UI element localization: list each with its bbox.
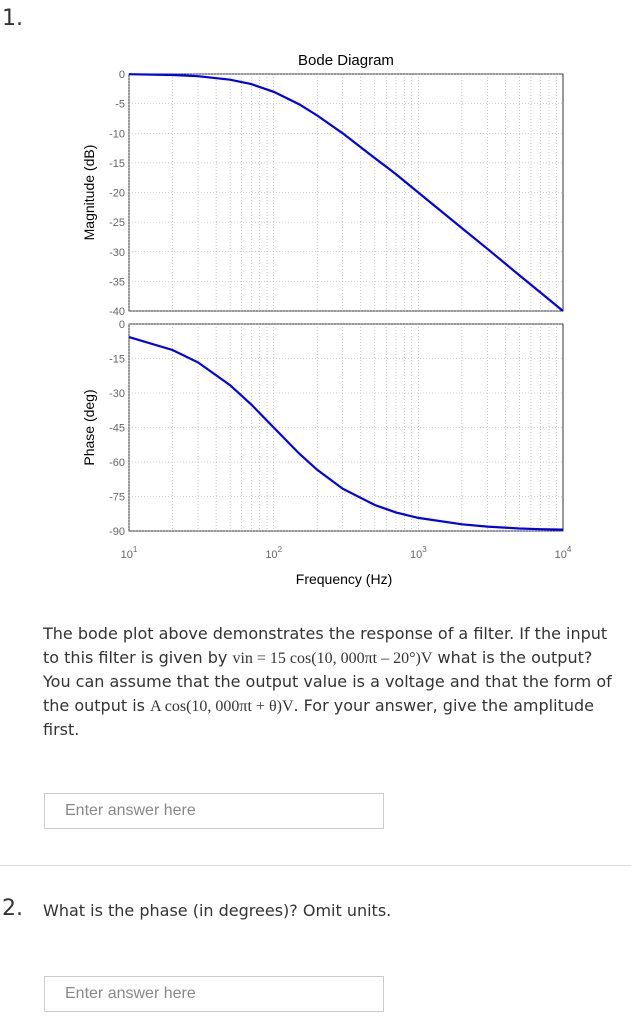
phase-series-line [128,336,564,531]
x-tick-label: 104 [555,545,572,561]
output-form-expression: A cos(10, 000πt + θ)V [150,697,294,715]
chart-title: Bode Diagram [298,52,394,69]
phase-ylabel: Phase (deg) [81,389,97,465]
question-number: 2. [2,896,23,921]
answer-input-2[interactable] [44,976,384,1012]
magnitude-series-line [128,73,564,312]
phase-ytick-label: -45 [109,423,125,435]
question-number: 1. [2,6,23,31]
question-1-text-part1: The bode plot above demonstrates the res… [43,624,608,667]
phase-ytick-label: -30 [109,388,125,400]
question-2-text: What is the phase (in degrees)? Omit uni… [43,901,392,920]
magnitude-ytick-label: 0 [119,69,125,81]
x-tick-label: 102 [265,545,282,561]
magnitude-ytick-label: -40 [109,306,125,318]
phase-ytick-label: -15 [109,354,125,366]
question-divider [0,865,631,866]
phase-ytick-label: -90 [109,526,125,538]
question-1-text: The bode plot above demonstrates the res… [43,622,613,742]
phase-ytick-label: 0 [119,319,125,331]
x-tick-label: 103 [410,545,427,561]
magnitude-ytick-label: -5 [115,99,125,111]
magnitude-ylabel: Magnitude (dB) [81,145,97,241]
input-signal-expression: vin = 15 cos(10, 000πt – 20°)V [232,649,433,667]
phase-ytick-label: -75 [109,492,125,504]
question-1-text-part3: . For your answer, give the amplitude fi… [43,695,594,740]
magnitude-ytick-label: -25 [109,217,125,229]
magnitude-ytick-label: -10 [109,128,125,140]
chart-xlabel: Frequency (Hz) [296,571,392,587]
magnitude-ytick-label: -35 [109,276,125,288]
question-1-text-part2: what is the output? You can assume that … [43,647,612,715]
magnitude-ytick-label: -15 [109,158,125,170]
bode-chart: Bode Diagram 0 -5 -10 -15 -20 -25 -30 -35 -40 Magn… [81,52,572,587]
magnitude-ytick-label: -30 [109,247,125,259]
answer-input-1[interactable] [44,793,384,829]
phase-ytick-label: -60 [109,457,125,469]
x-tick-label: 101 [121,545,138,561]
magnitude-ytick-label: -20 [109,188,125,200]
